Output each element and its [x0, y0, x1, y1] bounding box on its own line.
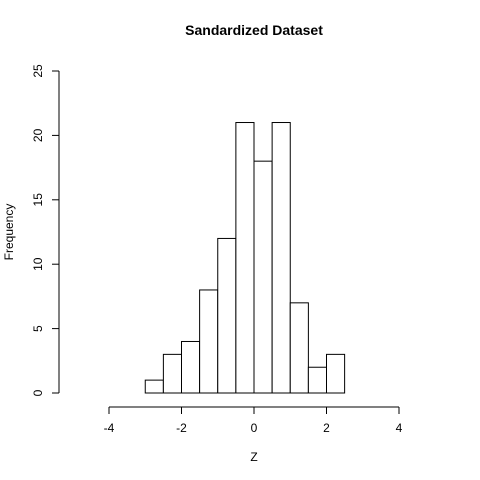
x-tick-label: 4: [396, 421, 403, 435]
x-axis: -4 -2 0 2 4: [104, 406, 403, 435]
histogram-bar: [235, 122, 255, 394]
histogram-bar: [217, 237, 237, 394]
y-tick-label: 20: [31, 128, 45, 142]
x-tick-label: -4: [104, 421, 115, 435]
y-tick-label: 25: [31, 64, 45, 78]
chart-title: Sandardized Dataset: [185, 22, 323, 38]
histogram-bar: [162, 353, 182, 394]
histogram-bar: [181, 340, 201, 394]
x-axis-title: Z: [250, 450, 257, 464]
histogram-bar: [289, 302, 309, 394]
x-tick-label: -2: [176, 421, 187, 435]
histogram-bar: [307, 366, 327, 394]
y-tick-label: 10: [31, 257, 45, 271]
y-axis-title: Frequency: [2, 204, 16, 261]
y-tick-label: 0: [31, 389, 45, 396]
histogram-bar: [253, 160, 273, 394]
histogram-bar: [271, 122, 291, 394]
histogram-bar: [144, 379, 164, 394]
bars-group: [144, 122, 346, 394]
histogram-bar: [326, 353, 346, 394]
x-tick-label: 0: [251, 421, 258, 435]
x-tick-label: 2: [323, 421, 330, 435]
y-tick-label: 5: [31, 325, 45, 332]
histogram-bar: [199, 289, 219, 394]
y-axis: 0 5 10 15 20 25: [31, 64, 60, 396]
y-tick-label: 15: [31, 193, 45, 207]
